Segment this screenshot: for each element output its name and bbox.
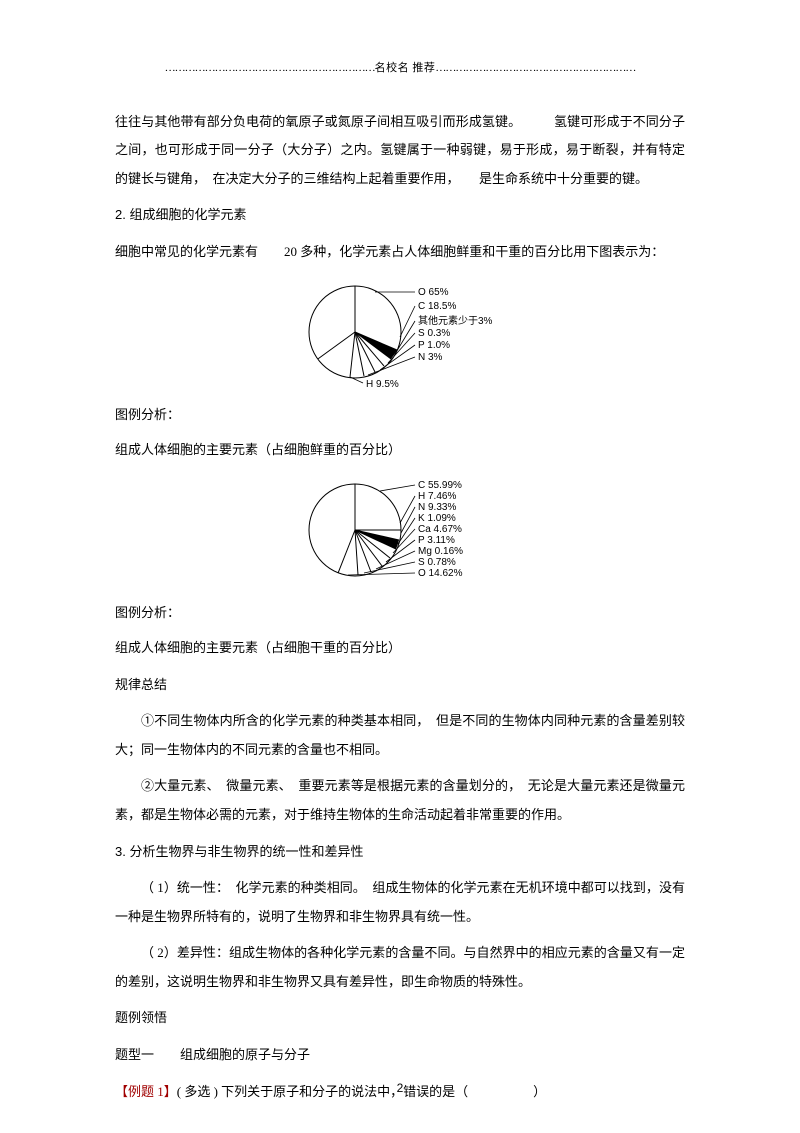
chart1-label-p: P 1.0%: [418, 340, 450, 351]
chart2-label-p: P 3.11%: [418, 535, 455, 546]
paragraph-11: 题型一 组成细胞的原子与分子: [115, 1041, 685, 1070]
document-page: ………………………………………………………名校名 推荐……………………………………: [0, 0, 800, 1133]
heading-3: 3. 分析生物界与非生物界的统一性和差异性: [115, 838, 685, 867]
pie-chart-fresh-weight: O 65% C 18.5% 其他元素少于3% S 0.3% P 1.0% N 3…: [115, 275, 685, 396]
chart2-label-mg: Mg 0.16%: [418, 546, 463, 557]
chart1-leader: [400, 306, 415, 337]
paragraph-7: ②大量元素、 微量元素、 重要元素等是根据元素的含量划分的， 无论是大量元素还是…: [115, 772, 685, 829]
paragraph-1: 往往与其他带有部分负电荷的氧原子或氮原子间相互吸引而形成氢键。 氢键可形成于不同…: [115, 108, 685, 194]
heading-2: 2. 组成细胞的化学元素: [115, 201, 685, 230]
chart2-svg: C 55.99% H 7.46% N 9.33% K 1.09% Ca 4.67…: [260, 473, 540, 587]
figure2-caption: 图例分析：: [115, 599, 685, 628]
chart2-label-h: H 7.46%: [418, 491, 456, 502]
chart2-label-c: C 55.99%: [418, 480, 462, 491]
header-title: 名校名 推荐: [375, 62, 436, 74]
chart1-label-o: O 65%: [418, 287, 449, 298]
page-number: 2: [0, 1079, 800, 1098]
chart2-leader: [400, 496, 415, 523]
paragraph-2: 细胞中常见的化学元素有 20 多种，化学元素占人体细胞鲜重和干重的百分比用下图表…: [115, 238, 685, 267]
chart2-leader: [380, 485, 415, 491]
chart2-label-s: S 0.78%: [418, 557, 456, 568]
paragraph-6: ①不同生物体内所含的化学元素的种类基本相同， 但是不同的生物体内同种元素的含量差…: [115, 707, 685, 764]
chart1-label-c: C 18.5%: [418, 301, 456, 312]
paragraph-8: （ 1）统一性： 化学元素的种类相同。 组成生物体的化学元素在无机环境中都可以找…: [115, 874, 685, 931]
paragraph-3: 组成人体细胞的主要元素（占细胞鲜重的百分比）: [115, 436, 685, 465]
chart1-label-h: H 9.5%: [366, 379, 399, 389]
chart1-label-s: S 0.3%: [418, 328, 450, 339]
chart2-label-ca: Ca 4.67%: [418, 524, 462, 535]
chart1-label-n: N 3%: [418, 352, 443, 363]
pie-chart-dry-weight: C 55.99% H 7.46% N 9.33% K 1.09% Ca 4.67…: [115, 473, 685, 594]
header-dots-right: ……………………………………………………: [435, 62, 635, 74]
paragraph-10: 题例领悟: [115, 1004, 685, 1033]
chart2-label-o: O 14.62%: [418, 568, 463, 579]
page-header: ………………………………………………………名校名 推荐……………………………………: [115, 60, 685, 78]
chart2-label-n: N 9.33%: [418, 502, 456, 513]
paragraph-4: 组成人体细胞的主要元素（占细胞干重的百分比）: [115, 634, 685, 663]
chart1-label-other: 其他元素少于3%: [418, 314, 493, 327]
paragraph-5: 规律总结: [115, 671, 685, 700]
paragraph-9: （ 2）差异性：组成生物体的各种化学元素的含量不同。与自然界中的相应元素的含量又…: [115, 939, 685, 996]
header-dots-left: ………………………………………………………: [165, 62, 375, 74]
figure1-caption: 图例分析：: [115, 401, 685, 430]
chart2-label-k: K 1.09%: [418, 513, 456, 524]
chart1-svg: O 65% C 18.5% 其他元素少于3% S 0.3% P 1.0% N 3…: [260, 275, 540, 389]
